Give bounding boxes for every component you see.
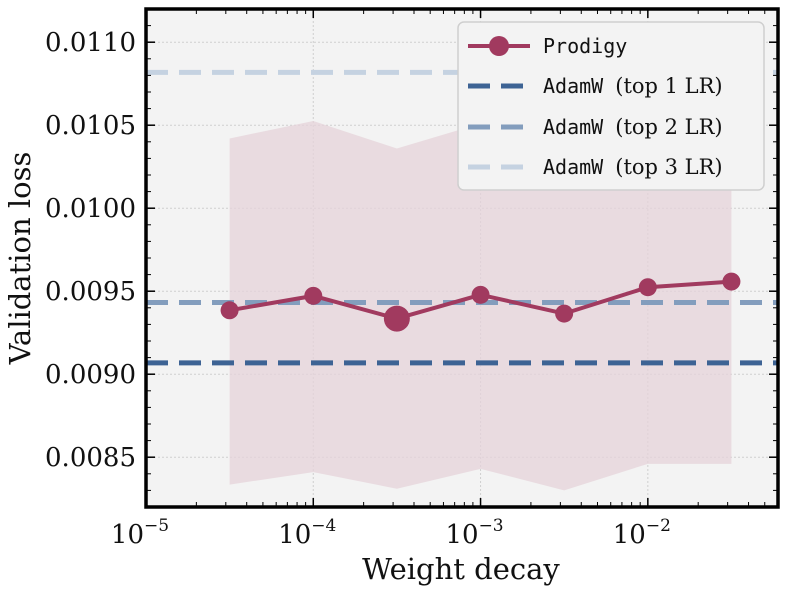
x-tick-label: 10−3: [445, 516, 503, 550]
x-tick-label: 10−2: [613, 516, 671, 550]
series-layer: [220, 272, 741, 332]
legend-adamw-3-label: AdamW (top 3 LR): [543, 155, 723, 179]
y-tick-label: 0.0090: [45, 360, 136, 390]
x-axis-title: Weight decay: [362, 552, 560, 586]
prodigy-point: [304, 286, 323, 305]
legend-prodigy-marker: [489, 36, 509, 56]
prodigy-point: [220, 301, 239, 320]
y-tick-label: 0.0105: [45, 111, 136, 141]
legend-adamw-2-label: AdamW (top 2 LR): [543, 115, 723, 139]
prodigy-point: [555, 304, 574, 323]
y-tick-labels: 0.0085 0.0090 0.0095 0.0100 0.0105 0.0110: [45, 28, 136, 473]
prodigy-point: [722, 272, 741, 291]
prodigy-point: [383, 305, 410, 332]
prodigy-point: [471, 285, 490, 304]
legend-adamw-1-label: AdamW (top 1 LR): [543, 74, 723, 98]
legend-prodigy-label: Prodigy: [543, 34, 627, 58]
x-tick-label: 10−4: [278, 516, 336, 550]
y-tick-label: 0.0110: [45, 28, 136, 58]
legend: Prodigy AdamW (top 1 LR) AdamW (top 2 LR) A…: [457, 21, 765, 191]
x-tick-labels: 10−5 10−4 10−3 10−2: [111, 516, 671, 550]
y-tick-label: 0.0095: [45, 277, 136, 307]
y-axis-title: Validation loss: [3, 152, 37, 366]
x-tick-label: 10−5: [111, 516, 169, 550]
y-tick-label: 0.0100: [45, 194, 136, 224]
y-tick-label: 0.0085: [45, 443, 136, 473]
prodigy-point: [638, 278, 657, 297]
plot-frame: [144, 7, 780, 509]
legend-box: [457, 21, 765, 191]
